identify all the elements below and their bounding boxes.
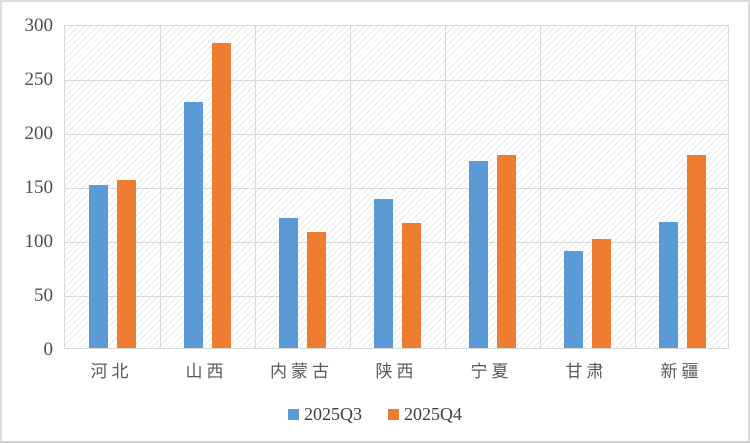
y-axis-tick-label: 50 bbox=[34, 284, 53, 306]
gridline-vertical bbox=[539, 26, 541, 348]
legend-swatch-icon bbox=[388, 409, 399, 420]
x-axis-category-label: 内蒙古 bbox=[270, 362, 333, 381]
bar-2025Q4-陕西 bbox=[402, 222, 421, 348]
x-axis-category-label: 陕西 bbox=[375, 362, 418, 381]
y-axis-tick-label: 100 bbox=[24, 230, 54, 252]
y-axis-tick-label: 200 bbox=[24, 122, 54, 144]
gridline-horizontal bbox=[65, 187, 728, 189]
legend-item-2025Q3: 2025Q3 bbox=[288, 404, 362, 425]
gridline-vertical bbox=[634, 26, 636, 348]
gridline-horizontal bbox=[65, 295, 728, 297]
x-axis-category-label: 河北 bbox=[90, 362, 133, 381]
bar-2025Q3-新疆 bbox=[659, 221, 678, 348]
bar-2025Q3-陕西 bbox=[374, 198, 393, 348]
x-axis-category-label: 甘肃 bbox=[565, 362, 608, 381]
x-axis-category-label: 山西 bbox=[185, 362, 228, 381]
gridline-vertical bbox=[444, 26, 446, 348]
legend-label: 2025Q4 bbox=[404, 404, 462, 424]
bar-2025Q3-山西 bbox=[184, 101, 203, 348]
legend: 2025Q3 2025Q4 bbox=[2, 404, 748, 425]
legend-label: 2025Q3 bbox=[304, 404, 362, 424]
bar-2025Q3-河北 bbox=[89, 184, 108, 348]
gridline-vertical bbox=[159, 26, 161, 348]
bar-2025Q4-内蒙古 bbox=[307, 232, 326, 348]
plot-area bbox=[64, 25, 729, 349]
y-axis-tick-label: 0 bbox=[43, 338, 54, 360]
bar-2025Q3-内蒙古 bbox=[279, 218, 298, 348]
y-axis-tick-label: 150 bbox=[24, 176, 54, 198]
bar-2025Q4-河北 bbox=[117, 179, 136, 348]
gridline-vertical bbox=[349, 26, 351, 348]
gridline-vertical bbox=[254, 26, 256, 348]
bar-2025Q4-甘肃 bbox=[592, 238, 611, 348]
x-axis-category-label: 新疆 bbox=[660, 362, 703, 381]
bar-2025Q3-宁夏 bbox=[469, 161, 488, 348]
y-axis-tick-label: 300 bbox=[24, 14, 54, 36]
legend-swatch-icon bbox=[288, 409, 299, 420]
gridline-horizontal bbox=[65, 79, 728, 81]
y-axis-tick-label: 250 bbox=[24, 68, 54, 90]
bar-2025Q4-宁夏 bbox=[497, 154, 516, 348]
bar-2025Q4-新疆 bbox=[687, 154, 706, 348]
x-axis-category-label: 宁夏 bbox=[470, 362, 513, 381]
gridline-horizontal bbox=[65, 133, 728, 135]
gridline-horizontal bbox=[65, 241, 728, 243]
legend-item-2025Q4: 2025Q4 bbox=[388, 404, 462, 425]
bar-2025Q3-甘肃 bbox=[564, 250, 583, 348]
bar-2025Q4-山西 bbox=[212, 43, 231, 348]
